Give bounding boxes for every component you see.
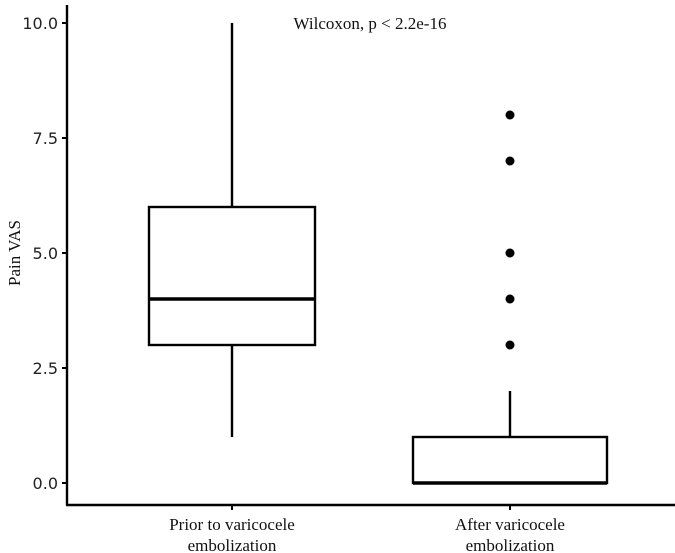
y-tick-label: 7.5 <box>33 129 58 148</box>
x-tick-label: Prior to varicocele <box>169 515 295 534</box>
outlier-point <box>505 156 515 166</box>
outlier-point <box>505 340 515 350</box>
x-tick-label: embolization <box>188 536 277 553</box>
y-tick-label: 2.5 <box>33 359 58 378</box>
outlier-point <box>505 110 515 120</box>
box <box>411 435 609 485</box>
y-tick-label: 0.0 <box>33 474 58 493</box>
test-annotation: Wilcoxon, p < 2.2e-16 <box>294 14 447 33</box>
box <box>147 205 317 347</box>
x-tick-label: After varicocele <box>455 515 565 534</box>
y-axis-label: Pain VAS <box>5 220 24 286</box>
y-tick-label: 10.0 <box>22 14 58 33</box>
x-tick-label: embolization <box>466 536 555 553</box>
outlier-point <box>505 294 515 304</box>
outlier-point <box>505 248 515 258</box>
y-tick-label: 5.0 <box>33 244 58 263</box>
